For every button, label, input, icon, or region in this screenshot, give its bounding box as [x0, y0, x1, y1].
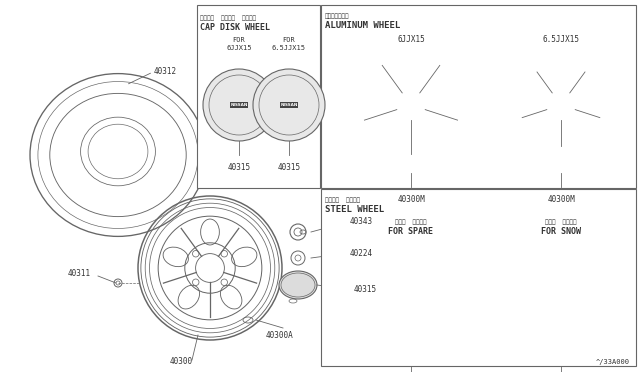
Text: CAP DISK WHEEL: CAP DISK WHEEL: [200, 23, 270, 32]
Text: アルミホイール: アルミホイール: [325, 13, 349, 19]
Text: ALUMINUM WHEEL: ALUMINUM WHEEL: [325, 21, 400, 30]
Ellipse shape: [279, 271, 317, 299]
Text: 40311: 40311: [68, 269, 91, 278]
Text: FOR: FOR: [283, 37, 296, 43]
Text: NISSAN: NISSAN: [230, 103, 248, 107]
Text: 40300: 40300: [170, 357, 193, 366]
Circle shape: [253, 69, 325, 141]
Text: 6JJX15: 6JJX15: [227, 45, 252, 51]
Text: 40300M: 40300M: [547, 195, 575, 204]
Text: 40315: 40315: [277, 163, 301, 172]
Text: ^/33A000: ^/33A000: [596, 359, 630, 365]
Bar: [408, 103, 413, 108]
Text: 40315: 40315: [227, 163, 251, 172]
Text: スチール  ホイール: スチール ホイール: [325, 197, 360, 203]
Text: 6.5JJX15: 6.5JJX15: [543, 35, 579, 44]
Bar: [321, 5, 636, 188]
Bar: [197, 5, 320, 188]
Circle shape: [203, 69, 275, 141]
Text: NISSAN: NISSAN: [280, 103, 298, 107]
Text: ディスク  ホイール  キャップ: ディスク ホイール キャップ: [200, 15, 256, 20]
Text: 40343: 40343: [350, 218, 373, 227]
Text: スペア  タイヤ用: スペア タイヤ用: [396, 219, 427, 225]
Text: 6JJX15: 6JJX15: [397, 35, 425, 44]
Text: FOR SNOW: FOR SNOW: [541, 227, 581, 236]
Text: 40315: 40315: [354, 285, 377, 295]
Text: スノー  タイヤ用: スノー タイヤ用: [545, 219, 577, 225]
Text: FOR: FOR: [232, 37, 245, 43]
Text: 40300A: 40300A: [266, 330, 294, 340]
Text: 40312: 40312: [154, 67, 177, 77]
Text: STEEL WHEEL: STEEL WHEEL: [325, 205, 384, 214]
Text: 6.5JJX15: 6.5JJX15: [272, 45, 306, 51]
Text: 40224: 40224: [350, 248, 373, 257]
Text: 40300M: 40300M: [397, 195, 425, 204]
Bar: [321, 189, 636, 366]
Text: FOR SPARE: FOR SPARE: [388, 227, 433, 236]
